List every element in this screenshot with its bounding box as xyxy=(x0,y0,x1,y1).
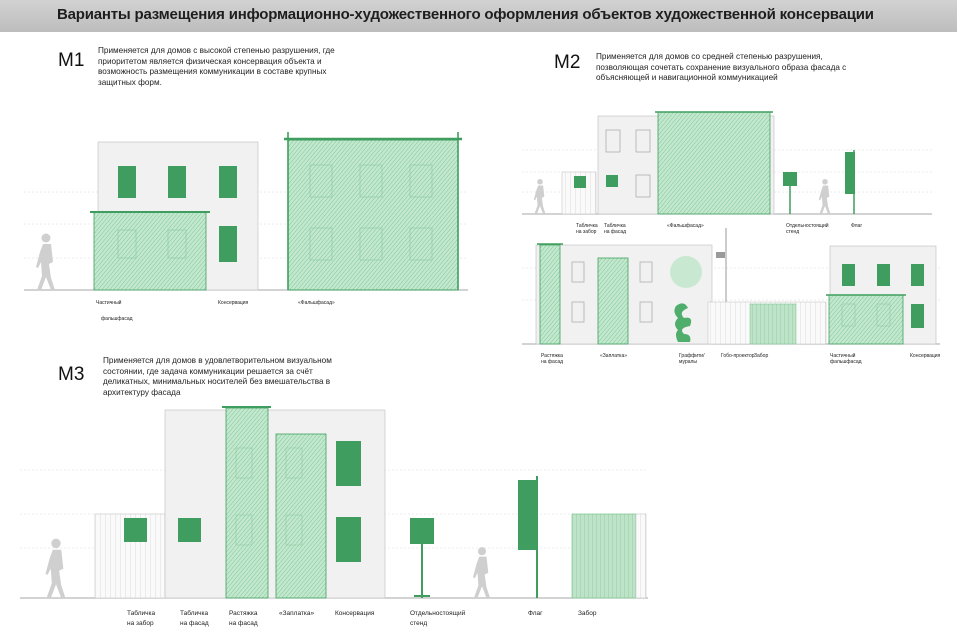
m1-label-partial: Частичный xyxy=(96,299,122,306)
m3-person-figure xyxy=(45,538,66,598)
m1-partial-fake-facade xyxy=(93,211,207,291)
m3-description: Применяется для домов в удовлетворительн… xyxy=(103,356,332,397)
m3-patch xyxy=(275,433,327,599)
m3-label-fence-plate-2: на забор xyxy=(127,619,154,627)
m2-label-projector: Гобо-проектор xyxy=(721,353,755,359)
m2-facade-plate xyxy=(606,175,618,187)
m2-label-partial-2: фальшфасад xyxy=(830,359,862,365)
m3-code: М3 xyxy=(58,364,85,385)
m1-code: М1 xyxy=(58,50,85,71)
m3-stretch xyxy=(225,407,269,599)
m3-person-figure-2 xyxy=(473,547,491,598)
m1-description: Применяется для домов с высокой степенью… xyxy=(98,46,335,87)
m3-label-stretch-2: на фасад xyxy=(229,620,258,627)
m2-top-drawing: Табличка на забор Табличка на фасад «Фал… xyxy=(522,111,932,235)
m1-window-panel xyxy=(219,166,237,198)
m2-bottom-drawing: Растяжка на фасад «Заплатка» Граффити/ м… xyxy=(522,228,941,365)
m2-label-stretch: Растяжка xyxy=(541,353,563,359)
m2-label-graffiti-2: муралы xyxy=(679,359,697,365)
m2-fence-plate xyxy=(574,176,586,188)
m3-drawing: Табличка на забор Табличка на фасад Раст… xyxy=(20,406,648,627)
m2-label-stretch-2: на фасад xyxy=(541,359,563,365)
page-title: Варианты размещения информационно-художе… xyxy=(57,6,874,23)
m2-label-fake-facade: «Фальшфасад» xyxy=(667,223,704,229)
m2-label-flag: Флаг xyxy=(851,223,862,229)
m2-patch xyxy=(597,257,629,345)
m2-label-stand: Отдельностоящий xyxy=(786,222,829,229)
m3-facade-plate xyxy=(178,518,201,542)
m2-flag xyxy=(845,152,855,194)
m2-label-fence-plate: Табличка xyxy=(576,223,598,229)
m2-label-conservation: Консервация xyxy=(910,353,941,359)
m2-label-fence: Забор xyxy=(754,353,768,359)
m3-label-facade-plate: Табличка xyxy=(180,609,209,617)
m1-person-figure xyxy=(36,233,55,290)
m2-label-partial: Частичный xyxy=(830,352,856,359)
m3-label-fence: Забор xyxy=(578,609,597,617)
m1-fake-facade xyxy=(287,139,459,291)
m2-gobo-projection xyxy=(670,256,702,288)
m3-fence-plate xyxy=(124,518,147,542)
m3-label-conservation: Консервация xyxy=(335,610,375,617)
m2-label-facade-plate-2: на фасад xyxy=(604,229,626,235)
m2-person-figure xyxy=(533,178,546,214)
m3-label-patch: «Заплатка» xyxy=(279,610,315,617)
m2-description: Применяется для домов со средней степень… xyxy=(596,52,847,82)
m2-label-facade-plate: Табличка xyxy=(604,223,626,229)
m1-window-panel xyxy=(219,226,237,262)
title-bar: Варианты размещения информационно-художе… xyxy=(0,0,957,32)
m1-label-fake-facade: «Фальшфасад» xyxy=(298,300,335,306)
m3-label-stand: Отдельностоящий xyxy=(410,609,466,617)
m3-flag xyxy=(518,480,536,550)
m1-drawing: Частичный фальшфасад Консервация «Фальшф… xyxy=(24,132,468,322)
m3-label-facade-plate-2: на фасад xyxy=(180,620,209,627)
m3-label-stretch: Растяжка xyxy=(229,610,258,617)
m3-fence xyxy=(571,513,637,599)
m2-stretch xyxy=(539,244,561,345)
m2-label-fence-plate-2: на забор xyxy=(576,229,597,235)
m3-conservation-panel xyxy=(336,441,361,486)
m3-stand xyxy=(410,518,434,544)
m2-label-graffiti: Граффити/ xyxy=(679,353,705,359)
m2-stand xyxy=(783,172,797,186)
m3-label-fence-plate: Табличка xyxy=(127,609,156,617)
m3-conservation-panel xyxy=(336,517,361,562)
m2-graffiti xyxy=(674,303,692,342)
m2-label-stand-2: стенд xyxy=(786,229,799,235)
m2-fence-panel xyxy=(749,303,797,345)
m1-label-conservation: Консервация xyxy=(218,300,249,306)
m2-code: М2 xyxy=(554,52,581,73)
m1-window-panel xyxy=(118,166,136,198)
m2-label-patch: «Заплатка» xyxy=(600,353,627,359)
m1-label-partial2: фальшфасад xyxy=(101,316,133,322)
m1-window-panel xyxy=(168,166,186,198)
m2-person-figure-2 xyxy=(818,178,831,214)
m3-label-stand-2: стенд xyxy=(410,620,427,627)
m3-label-flag: Флаг xyxy=(528,610,543,617)
